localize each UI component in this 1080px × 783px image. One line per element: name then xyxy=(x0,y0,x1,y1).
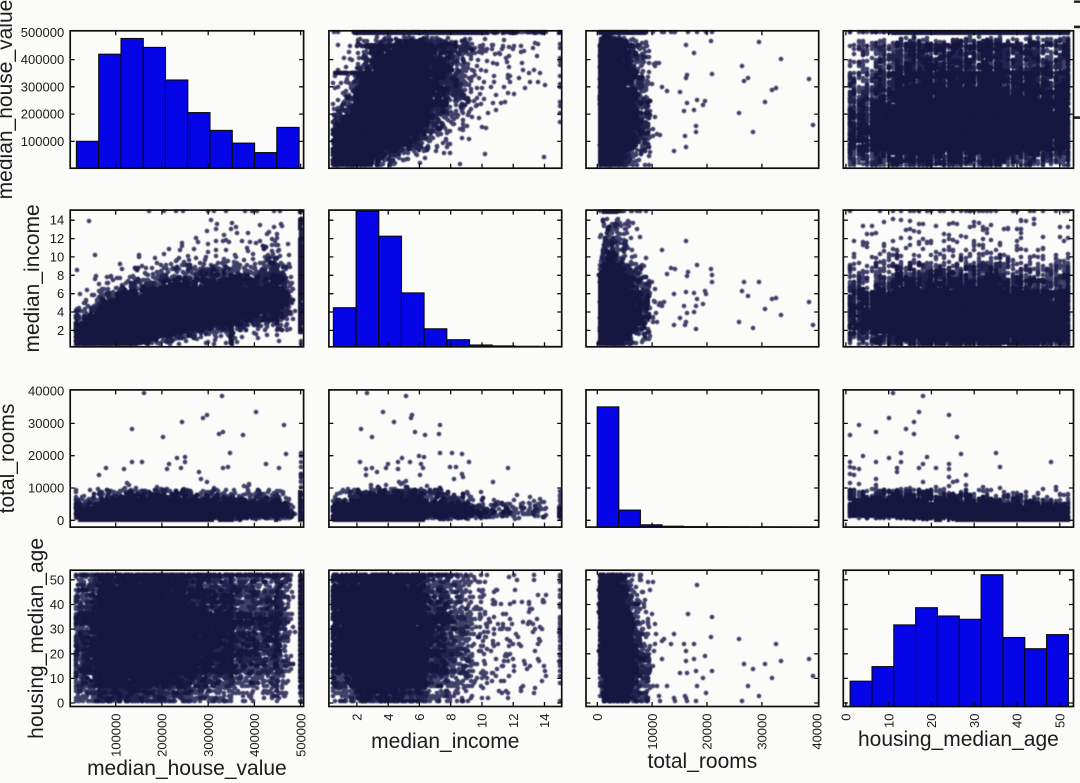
svg-text:6: 6 xyxy=(412,714,427,721)
svg-text:2: 2 xyxy=(57,323,64,338)
svg-text:300000: 300000 xyxy=(21,79,64,94)
svg-text:0: 0 xyxy=(590,714,605,721)
svg-text:0: 0 xyxy=(57,696,64,711)
svg-text:30: 30 xyxy=(50,622,64,637)
svg-text:8: 8 xyxy=(443,714,458,721)
svg-text:100000: 100000 xyxy=(108,714,123,757)
svg-text:12: 12 xyxy=(50,231,64,246)
svg-text:500000: 500000 xyxy=(293,714,308,757)
svg-text:10000: 10000 xyxy=(645,714,660,750)
svg-text:median_house_value: median_house_value xyxy=(87,757,287,780)
svg-text:10: 10 xyxy=(881,714,896,728)
svg-text:200000: 200000 xyxy=(155,714,170,757)
svg-text:30: 30 xyxy=(967,714,982,728)
svg-text:500000: 500000 xyxy=(21,25,64,40)
svg-text:housing_median_age: housing_median_age xyxy=(25,538,48,739)
svg-text:40: 40 xyxy=(50,597,64,612)
svg-text:30000: 30000 xyxy=(755,714,770,750)
svg-text:8: 8 xyxy=(57,268,64,283)
svg-text:20000: 20000 xyxy=(28,448,64,463)
svg-text:400000: 400000 xyxy=(247,714,262,757)
svg-text:total_rooms: total_rooms xyxy=(648,750,758,773)
svg-text:10: 10 xyxy=(475,714,490,728)
svg-text:0: 0 xyxy=(839,714,854,721)
svg-text:10000: 10000 xyxy=(28,481,64,496)
svg-text:20: 20 xyxy=(50,646,64,661)
svg-text:4: 4 xyxy=(57,305,64,320)
svg-text:median_income: median_income xyxy=(371,730,519,753)
svg-text:0: 0 xyxy=(57,513,64,528)
svg-text:40000: 40000 xyxy=(28,384,64,399)
svg-text:300000: 300000 xyxy=(201,714,216,757)
svg-text:14: 14 xyxy=(537,714,552,728)
svg-text:14: 14 xyxy=(50,213,64,228)
svg-text:40: 40 xyxy=(1010,714,1025,728)
svg-text:50: 50 xyxy=(1053,714,1068,728)
svg-text:total_rooms: total_rooms xyxy=(0,404,19,514)
svg-text:10: 10 xyxy=(50,249,64,264)
svg-text:50: 50 xyxy=(50,572,64,587)
svg-text:100000: 100000 xyxy=(21,134,64,149)
svg-text:2: 2 xyxy=(350,714,365,721)
svg-text:10: 10 xyxy=(50,671,64,686)
svg-text:median_house_value: median_house_value xyxy=(0,0,17,199)
svg-text:400000: 400000 xyxy=(21,52,64,67)
svg-text:40000: 40000 xyxy=(810,714,825,750)
svg-text:median_income: median_income xyxy=(21,204,44,352)
svg-text:30000: 30000 xyxy=(28,416,64,431)
svg-text:200000: 200000 xyxy=(21,107,64,122)
svg-text:6: 6 xyxy=(57,286,64,301)
svg-text:12: 12 xyxy=(506,714,521,728)
svg-text:20: 20 xyxy=(924,714,939,728)
svg-text:housing_median_age: housing_median_age xyxy=(858,728,1059,751)
svg-text:4: 4 xyxy=(381,714,396,721)
svg-text:20000: 20000 xyxy=(700,714,715,750)
